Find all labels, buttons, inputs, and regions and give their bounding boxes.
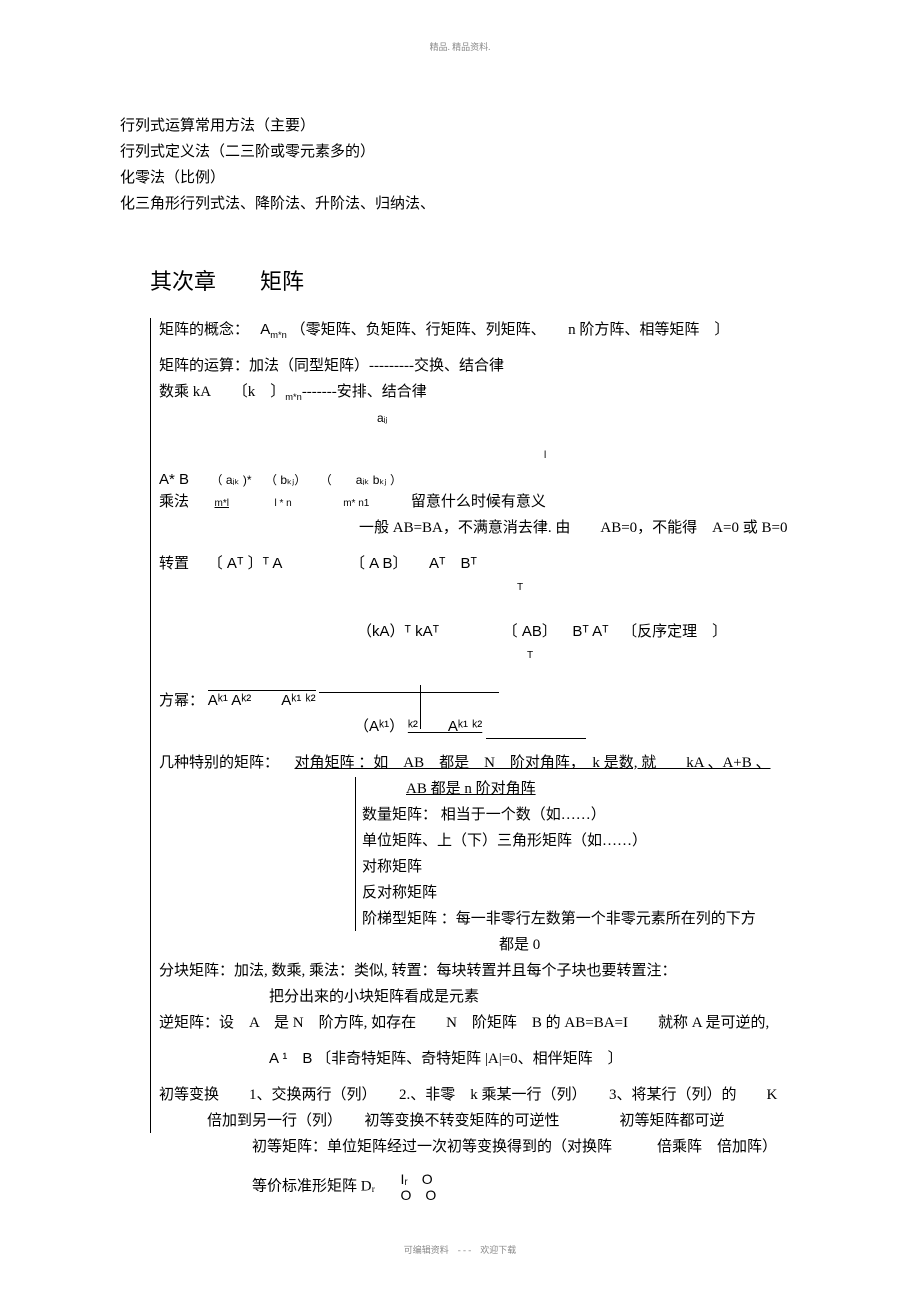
transpose-line2: （kA）ᵀ kAᵀ 〔 AB〕 Bᵀ Aᵀ 〔反序定理 〕 <box>357 620 800 644</box>
text: 〔反序定理 〕 <box>622 624 727 640</box>
text: -------安排、结合律 <box>302 384 427 400</box>
text: 对角矩阵 ：如 AB 都是 N 阶对角阵， k 是数, 就 kA 、A+B 、 <box>295 755 771 771</box>
section-title: 行列式运算常用方法（主要） <box>120 114 800 138</box>
matrix-Dr: IᵣO OO <box>401 1171 437 1203</box>
text: AB 都是 n 阶对角阵 <box>406 777 800 801</box>
sub-T: T <box>517 582 523 593</box>
mul-line1-sub: 乘法 m*l l * n m* n1 留意什么时候有意义 <box>159 490 800 514</box>
formula: Aᵀ Bᵀ <box>429 555 477 572</box>
text: 〔非奇特矩阵、奇特矩阵 |A|=0、相伴矩阵 〕 <box>316 1051 623 1067</box>
concept-line: 矩阵的概念： Am*n （零矩阵、负矩阵、行矩阵、列矩阵、 n 阶方阵、相等矩阵… <box>159 318 800 342</box>
block-line1: 分块矩阵：加法, 数乘, 乘法：类似, 转置：每块转置并且每个子块也要转置注： <box>159 959 800 983</box>
power-line2: （Aᵏ¹） ᵏ² Aᵏ¹ ᵏ² <box>354 715 800 739</box>
page-header: 精品. 精品资料. <box>120 40 800 54</box>
formula: ᵏ² Aᵏ¹ ᵏ² <box>408 718 482 735</box>
subscript: m*n <box>285 392 302 402</box>
text-part: AB 都是 n 阶对角阵 <box>406 781 536 797</box>
cell: O <box>425 1187 436 1203</box>
list-item: 化零法（比例） <box>120 166 800 190</box>
formula: A ¹ B <box>269 1050 312 1067</box>
text: （零矩阵、负矩阵、行矩阵、列矩阵、 n 阶方阵、相等矩阵 〕 <box>291 322 730 338</box>
transpose-sub: T <box>517 574 800 598</box>
text-part: 对角矩阵 ：如 AB 都是 N 阶对角阵， k 是数, 就 kA 、A+B 、 <box>295 755 771 771</box>
power-line1: 方幂： Aᵏ¹ Aᵏ² Aᵏ¹ ᵏ² <box>159 688 800 713</box>
paren-bkj: （ bₖⱼ） <box>265 473 306 487</box>
cell: Iᵣ <box>401 1171 408 1187</box>
formula: 〔 AB〕 <box>503 623 557 640</box>
mul-line1: A* B （ aᵢₖ )* （ bₖⱼ） （ aᵢₖ bₖⱼ ） <box>159 468 800 492</box>
label-special: 几种特别的矩阵： <box>159 755 279 771</box>
vertical-rule <box>420 685 421 729</box>
symbol-A: A <box>260 321 270 338</box>
text: 数量矩阵： 相当于一个数（如……） <box>362 803 800 827</box>
transpose-line1: 转置 〔 Aᵀ 〕ᵀ A 〔 A B〕 Aᵀ Bᵀ <box>159 552 800 576</box>
block-line2: 把分出来的小块矩阵看成是元素 <box>269 985 800 1009</box>
aij-line: aᵢⱼ <box>377 406 800 430</box>
text: 都是 0 <box>499 933 800 957</box>
label-transpose: 转置 <box>159 556 204 572</box>
page-footer: 可编辑资料 - - - 欢迎下载 <box>120 1243 800 1257</box>
cell: O <box>401 1187 412 1203</box>
label-mul: 乘法 <box>159 494 189 510</box>
elem-line2: 倍加到另一行（列） 初等变换不转变矩阵的可逆性 初等矩阵都可逆 <box>207 1109 800 1133</box>
scalar-line: 数乘 kA 〔k 〕m*n-------安排、结合律 <box>159 380 800 404</box>
elem-line3: 初等矩阵：单位矩阵经过一次初等变换得到的（对换阵 倍乘阵 倍加阵） <box>252 1135 800 1159</box>
label-equiv: 等价标准形矩阵 Dᵣ <box>252 1178 375 1194</box>
text: 阶梯型矩阵 ：每一非零行左数第一个非零元素所在列的下方 <box>362 907 800 931</box>
formula: Bᵀ Aᵀ <box>572 623 608 640</box>
text: 矩阵的概念： <box>159 322 257 338</box>
main-bracket: 矩阵的概念： Am*n （零矩阵、负矩阵、行矩阵、列矩阵、 n 阶方阵、相等矩阵… <box>150 318 800 1133</box>
formula: 〔 A B〕 <box>350 555 408 572</box>
mul-line2: 一般 AB=BA，不满意消去律. 由 AB=0，不能得 A=0 或 B=0 <box>359 516 800 540</box>
inverse-line2: A ¹ B 〔非奇特矩阵、奇特矩阵 |A|=0、相伴矩阵 〕 <box>269 1047 800 1071</box>
subscript: m*n <box>270 330 287 340</box>
document-page: 精品. 精品资料. 行列式运算常用方法（主要） 行列式定义法（二三阶或零元素多的… <box>0 0 920 1303</box>
sum-limit-l: l <box>544 442 800 466</box>
chapter-title: 其次章 矩阵 <box>150 264 800 299</box>
paren-sum: （ aᵢₖ bₖⱼ ） <box>320 473 402 487</box>
sub-mn1: m* n1 <box>343 498 369 509</box>
cell: O <box>422 1171 433 1187</box>
sub-ln: l * n <box>274 498 291 509</box>
text: 单位矩阵、上（下）三角形矩阵（如……） <box>362 829 800 853</box>
text: 留意什么时候有意义 <box>411 494 546 510</box>
ops-title: 矩阵的运算：加法（同型矩阵）---------交换、结合律 <box>159 354 800 378</box>
symbol-aij: aᵢⱼ <box>377 411 388 425</box>
text: 对称矩阵 <box>362 855 800 879</box>
text: 数乘 kA 〔k 〕 <box>159 384 285 400</box>
symbol-AB: A* B <box>159 471 189 488</box>
list-item: 行列式定义法（二三阶或零元素多的） <box>120 140 800 164</box>
transpose-sub2: T <box>527 642 800 666</box>
elem-line1: 初等变换 1、交换两行（列） 2.、非零 k 乘某一行（列） 3、将某行（列）的… <box>159 1083 800 1107</box>
text: l <box>544 450 546 461</box>
formula: （Aᵏ¹） <box>354 718 404 735</box>
inverse-line1: 逆矩阵：设 A 是 N 阶方阵, 如存在 N 阶矩阵 B 的 AB=BA=I 就… <box>159 1011 800 1035</box>
sub-T: T <box>527 650 533 661</box>
formula: Aᵏ¹ Aᵏ² Aᵏ¹ ᵏ² <box>208 690 316 709</box>
label-power: 方幂： <box>159 693 204 709</box>
special-matrices: 几种特别的矩阵： 对角矩阵 ：如 AB 都是 N 阶对角阵， k 是数, 就 k… <box>159 751 800 775</box>
text: 反对称矩阵 <box>362 881 800 905</box>
sub-ml: m*l <box>215 498 229 509</box>
formula: （kA）ᵀ kAᵀ <box>357 623 439 640</box>
list-item: 化三角形行列式法、降阶法、升阶法、归纳法、 <box>120 192 800 216</box>
formula: 〔 Aᵀ 〕ᵀ A <box>208 555 283 572</box>
paren-aik: （ aᵢₖ )* <box>211 473 252 487</box>
inner-bracket: AB 都是 n 阶对角阵 数量矩阵： 相当于一个数（如……） 单位矩阵、上（下）… <box>355 777 800 931</box>
equiv-line: 等价标准形矩阵 Dᵣ IᵣO OO <box>252 1171 800 1203</box>
